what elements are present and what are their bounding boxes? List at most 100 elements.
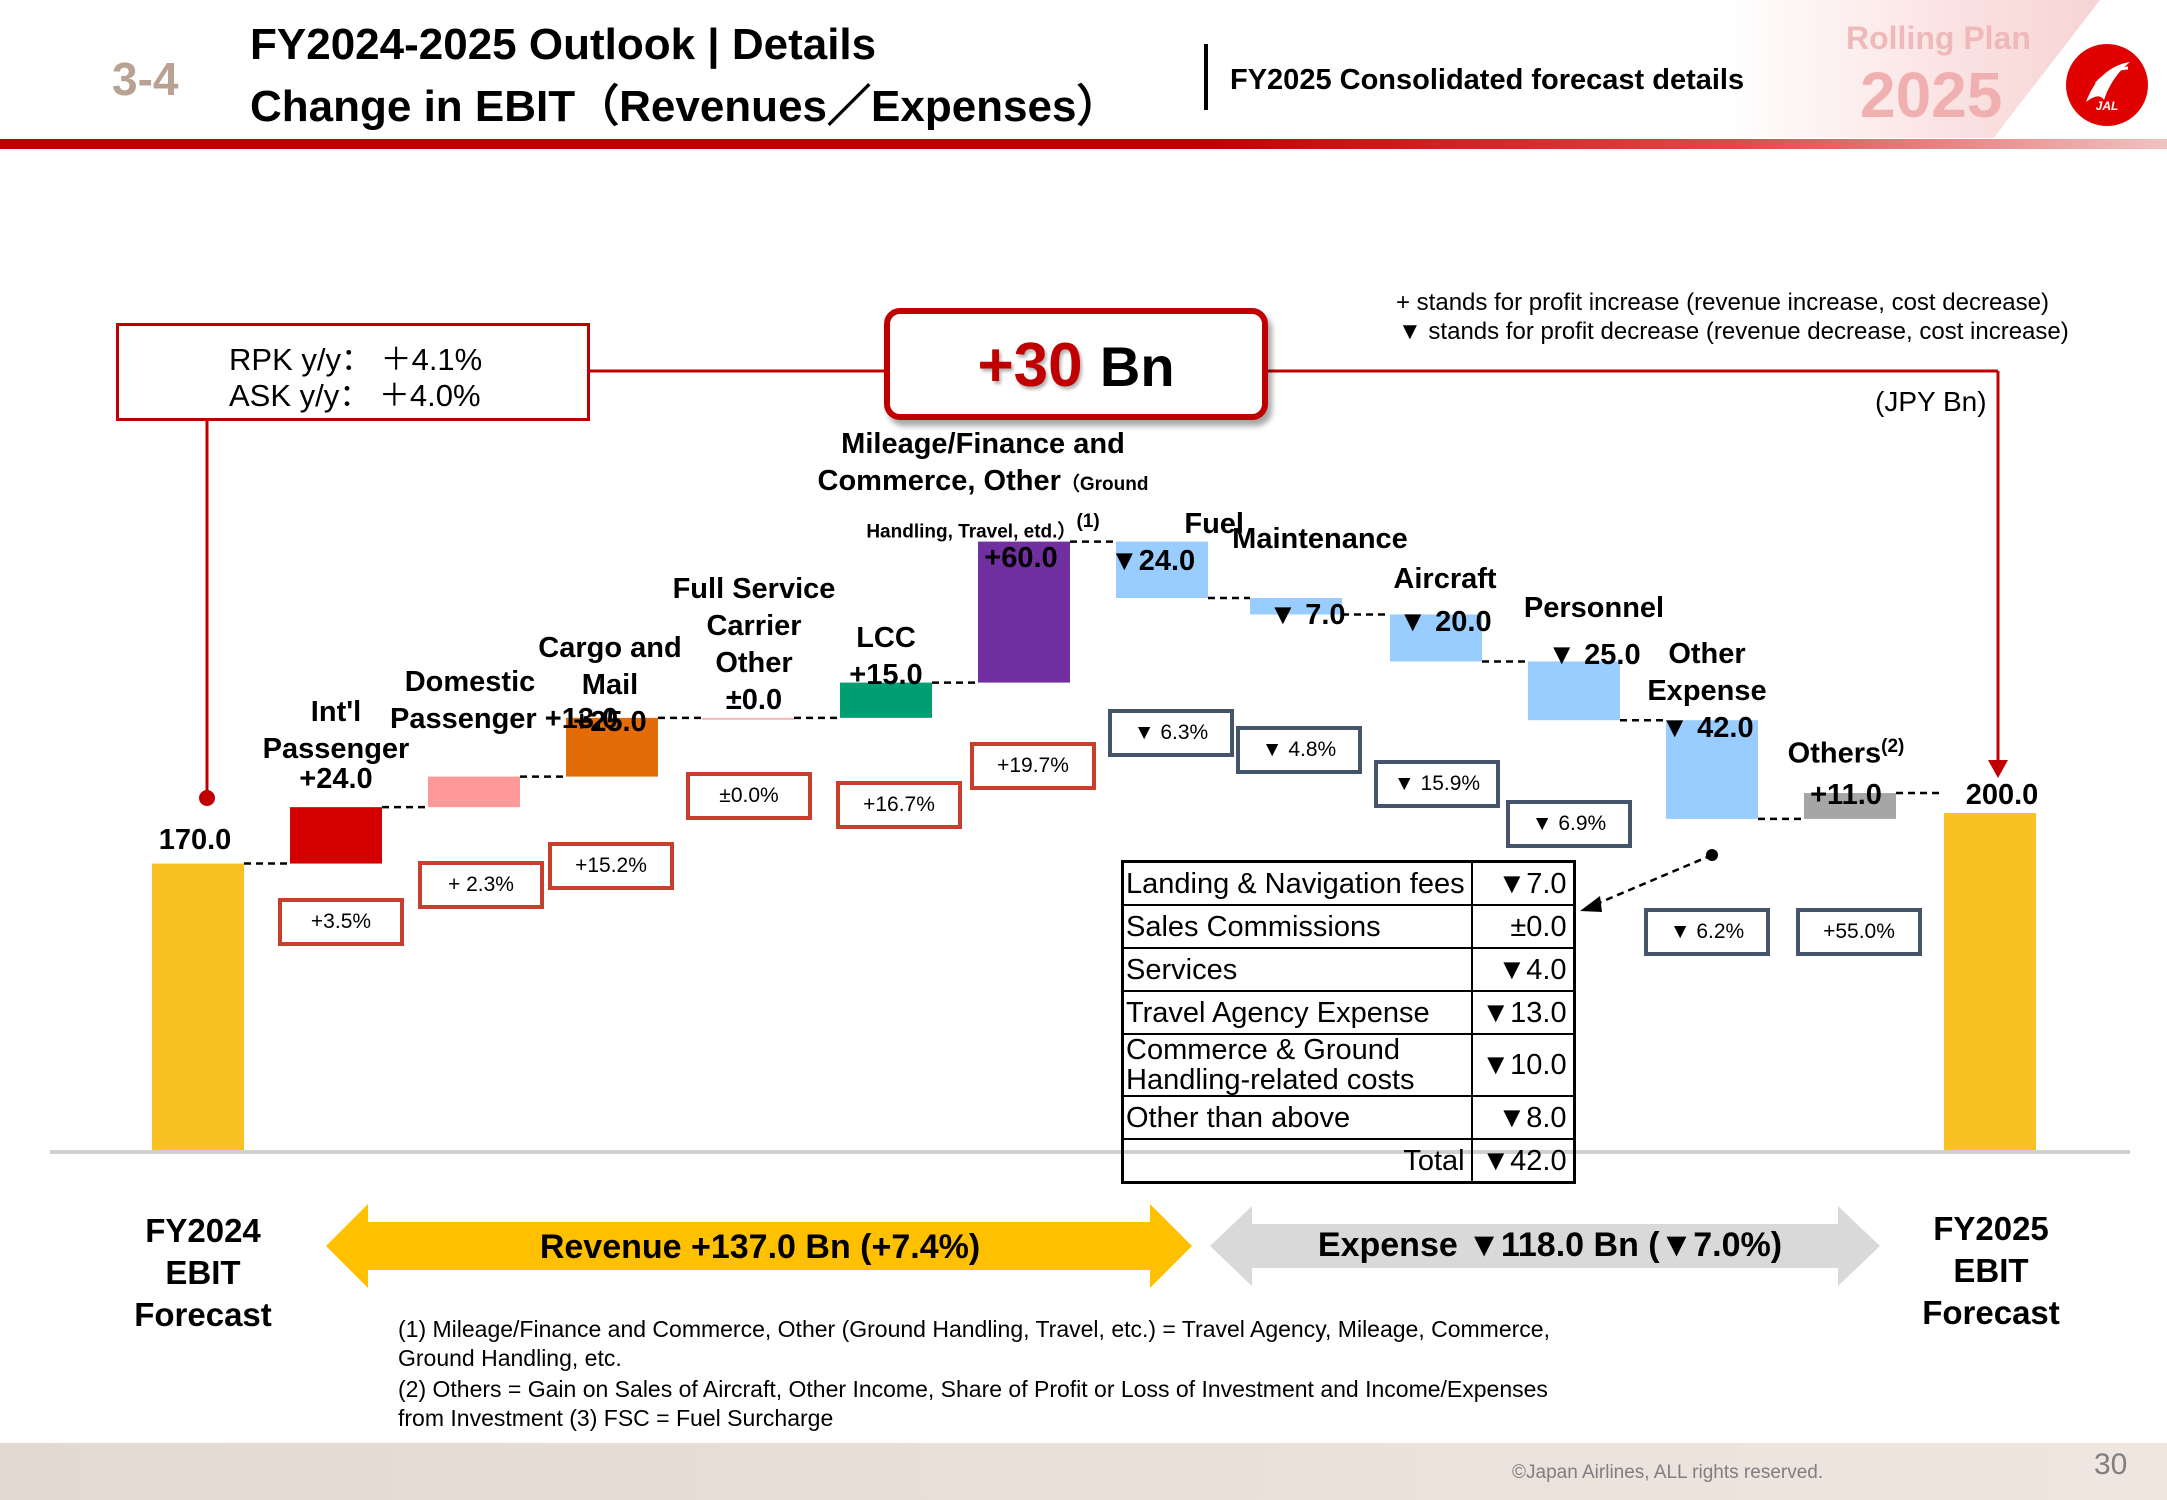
breakdown-row: Other than above ▼8.0 — [1121, 1095, 1576, 1140]
ebit-change-box: +30 Bn — [884, 308, 1268, 420]
rpk-line: RPK y/y： ＋4.1% — [229, 342, 483, 377]
ebit-change-unit: Bn — [1099, 335, 1175, 398]
label-aircraft: Aircraft ▼ 20.0 — [1380, 561, 1510, 641]
footnote-2-cont: from Investment (3) FSC = Fuel Surcharge — [398, 1405, 834, 1431]
ask-line: ASK y/y： ＋4.0% — [229, 378, 481, 413]
caption-text: FY2025 — [1933, 1210, 2049, 1247]
breakdown-row: Landing & Navigation fees ▼7.0 — [1121, 860, 1576, 906]
caption-text: EBIT — [1953, 1252, 2029, 1289]
bar-2 — [428, 776, 520, 808]
caption-text: EBIT — [165, 1254, 241, 1291]
ebit-change-text: +30 Bn — [890, 330, 1262, 401]
breakdown-value: ▼10.0 — [1470, 1033, 1576, 1097]
pct-box-fuel: ▼ 6.3% — [1108, 709, 1234, 757]
label-text: Domestic — [404, 666, 536, 698]
breakdown-item: Commerce & Ground Handling-related costs — [1121, 1033, 1473, 1097]
label-text: LCC — [856, 622, 916, 654]
breakdown-item: Travel Agency Expense — [1121, 990, 1473, 1035]
bracket-right-arrowhead — [1988, 760, 2008, 778]
label-text: （Ground — [1060, 474, 1149, 495]
bar-0 — [152, 863, 244, 1150]
bar-5 — [840, 682, 932, 718]
footnote-2: (2) Others = Gain on Sales of Aircraft, … — [398, 1376, 1548, 1402]
label-value: +25.0 — [573, 706, 647, 738]
footnote-1-cont: Ground Handling, etc. — [398, 1345, 622, 1371]
pct-box-intl: +3.5% — [278, 898, 404, 946]
label-text: Fuel — [1184, 508, 1244, 540]
label-text: Expense — [1647, 675, 1767, 707]
label-maintenance-value: ▼ 7.0 — [1268, 599, 1346, 631]
breakdown-row: Travel Agency Expense ▼13.0 — [1121, 990, 1576, 1035]
label-lcc: LCC +15.0 — [826, 620, 946, 694]
section-number: 3-4 — [112, 53, 179, 105]
label-text: Carrier — [706, 610, 802, 642]
page-title-line1: FY2024-2025 Outlook | Details — [250, 20, 877, 69]
expense-arrow — [1210, 1206, 1880, 1286]
breakdown-value: ▼13.0 — [1470, 990, 1576, 1035]
breakdown-row: Commerce & Ground Handling-related costs… — [1121, 1033, 1576, 1097]
bar-9 — [1390, 614, 1482, 662]
label-other-expense: Other Expense ▼ 42.0 — [1630, 636, 1784, 747]
caption-text: Forecast — [1922, 1294, 2060, 1331]
label-mileage-finance: Mileage/Finance and Commerce, Other（Grou… — [798, 426, 1168, 551]
bar-10 — [1528, 661, 1620, 721]
label-text: Mileage/Finance and — [841, 428, 1125, 460]
label-intl-passenger: Int'l Passenger +24.0 — [256, 694, 416, 798]
label-value: +24.0 — [299, 763, 373, 795]
bracket-left-dot — [199, 790, 215, 806]
label-value: ▼ 25.0 — [1547, 639, 1641, 671]
footnote-1: (1) Mileage/Finance and Commerce, Other … — [398, 1316, 1550, 1342]
pct-box-maintenance: ▼ 4.8% — [1236, 726, 1362, 774]
pct-box-fsc: ±0.0% — [686, 772, 812, 820]
label-value: ±0.0 — [725, 684, 783, 716]
label-mileage-value: +60.0 — [984, 542, 1058, 574]
logo-text: JAL — [2095, 99, 2119, 113]
label-text: Passenger +13.0 — [390, 703, 619, 735]
pointer-arrowhead — [1580, 896, 1602, 912]
label-text: Personnel — [1523, 592, 1665, 624]
bar-8 — [1250, 598, 1342, 615]
pct-box-lcc: +16.7% — [836, 781, 962, 829]
breakdown-value: ▼7.0 — [1470, 860, 1576, 906]
breakdown-item: Landing & Navigation fees — [1121, 860, 1473, 906]
label-text: Others — [1787, 737, 1882, 770]
bar-1 — [290, 807, 382, 864]
bar-4 — [702, 717, 794, 720]
breakdown-total-row: Total ▼42.0 — [1121, 1138, 1576, 1184]
bar-7 — [1116, 541, 1208, 598]
label-value: ▼ 20.0 — [1398, 606, 1492, 638]
label-text: Full Service — [672, 573, 836, 605]
label-text: Int'l — [310, 696, 362, 728]
breakdown-row: Services ▼4.0 — [1121, 947, 1576, 992]
label-maintenance: Maintenance — [1232, 523, 1408, 555]
label-text: Handling, Travel, etd.） — [866, 521, 1077, 543]
label-value: +15.0 — [849, 659, 923, 691]
label-value: ▼ 42.0 — [1660, 712, 1754, 744]
pct-box-others: +55.0% — [1796, 908, 1922, 956]
pct-box-domestic: + 2.3% — [418, 861, 544, 909]
pct-box-other-expense: ▼ 6.2% — [1644, 908, 1770, 956]
expense-arrow-label: Expense ▼118.0 Bn (▼7.0%) — [1317, 1226, 1783, 1264]
header-rule — [0, 139, 2167, 149]
rolling-plan-label: Rolling Plan — [1846, 20, 2031, 56]
label-value: ▼24.0 — [1110, 545, 1196, 577]
caption-text: FY2024 — [145, 1212, 261, 1249]
footer-bar — [0, 1443, 2167, 1500]
label-value: +11.0 — [1810, 778, 1882, 811]
rolling-plan-year: 2025 — [1860, 59, 2003, 131]
label-text: Mail — [581, 669, 639, 701]
jal-crane-logo-icon: JAL — [2066, 44, 2148, 126]
breakdown-rows: Landing & Navigation fees ▼7.0 Sales Commi… — [1121, 860, 1576, 1184]
breakdown-item: Services — [1121, 947, 1473, 992]
label-text: Passenger — [262, 733, 410, 765]
rpk-ask-box: RPK y/y： ＋4.1% ASK y/y： ＋4.0% — [116, 323, 590, 421]
breakdown-value: ▼4.0 — [1470, 947, 1576, 992]
pct-box-personnel: ▼ 6.9% — [1506, 800, 1632, 848]
revenue-arrow — [326, 1204, 1192, 1288]
page-subtitle: FY2025 Consolidated forecast details — [1230, 64, 1745, 96]
ebit-change-value: +30 — [977, 331, 1083, 400]
bar-13 — [1944, 813, 2036, 1150]
label-text: Aircraft — [1393, 563, 1497, 595]
breakdown-value: ±0.0 — [1470, 904, 1576, 949]
